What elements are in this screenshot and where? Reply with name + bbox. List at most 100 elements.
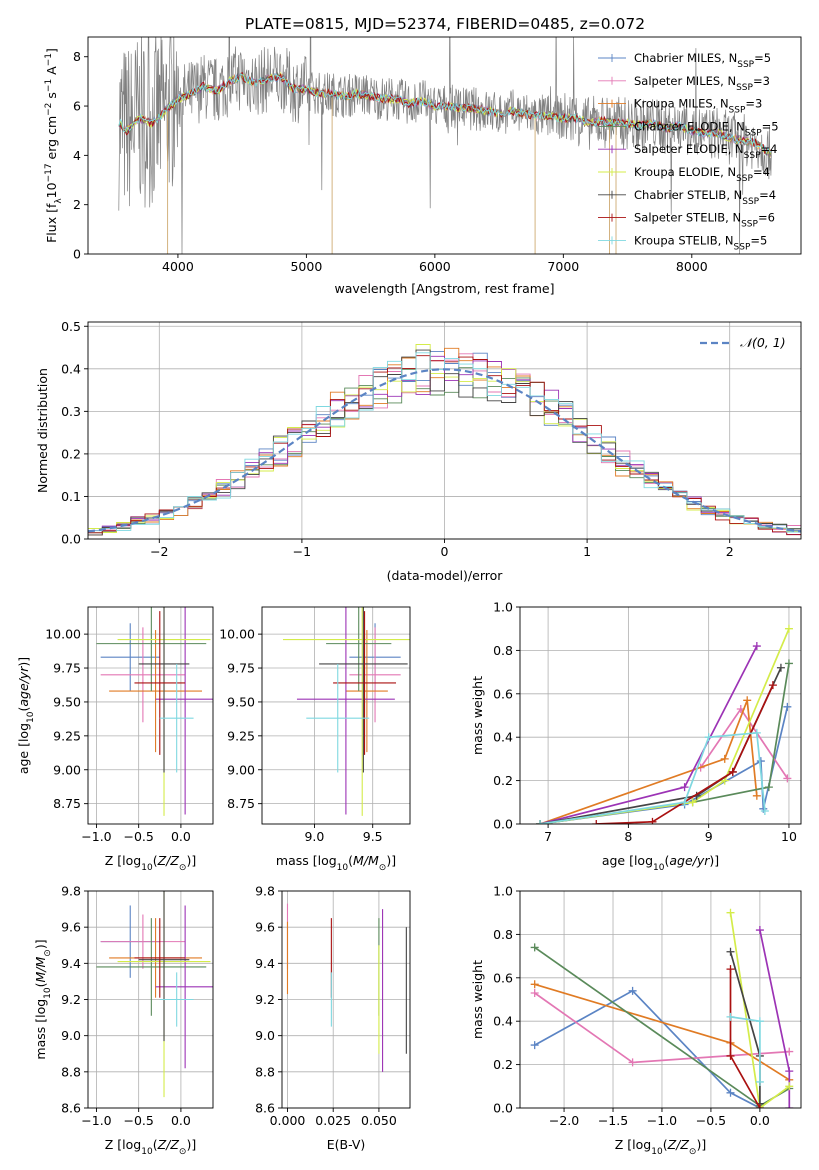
weight-point	[764, 783, 773, 792]
y-tick-label: 8.6	[255, 1101, 275, 1116]
weight-point	[776, 663, 785, 672]
x-tick-label: 4000	[162, 259, 194, 274]
mass_vs_ebv-axes: 0.000 0.025 0.050 8.6 8.8 9.0 9.2 9.4 9.6 9.8 E(B-…	[255, 884, 411, 1152]
x-tick-label: 0	[441, 544, 449, 559]
x-tick-label: 1	[583, 544, 591, 559]
x-tick-label: −1	[293, 544, 311, 559]
weight-point	[628, 1058, 637, 1067]
x-tick-label: −2.0	[549, 1113, 579, 1128]
y-tick-label: 9.50	[227, 694, 255, 709]
weight-point	[784, 624, 793, 633]
y-axis-label: age [log10(age/yr)]	[16, 657, 36, 774]
y-tick-label: 9.00	[227, 762, 255, 777]
weight-point	[743, 696, 752, 705]
figure-title: PLATE=0815, MJD=52374, FIBERID=0485, z=0…	[245, 15, 645, 33]
spectrum-data-line	[118, 37, 772, 254]
y-tick-label: 1.0	[493, 600, 513, 615]
x-tick-label: 8000	[676, 259, 708, 274]
x-tick-label: 0.050	[361, 1113, 397, 1128]
weight-point	[785, 1047, 794, 1056]
legend-label: Kroupa MILES, NSSP=3	[634, 97, 762, 116]
y-tick-label: 9.6	[61, 920, 81, 935]
y-tick-label: 9.2	[61, 992, 81, 1007]
weight-point	[768, 681, 777, 690]
legend: Chabrier MILES, NSSP=5 Salpeter MILES, NS…	[598, 51, 779, 252]
x-axis-label: E(B-V)	[327, 1137, 366, 1152]
weight-series-line	[539, 699, 758, 824]
plot-area	[530, 908, 794, 1108]
legend-label: Salpeter MILES, NSSP=3	[634, 74, 770, 93]
weight-point	[680, 783, 689, 792]
y-tick-label: 9.4	[61, 956, 81, 971]
spectrum-model-line	[118, 72, 772, 154]
legend-label: Chabrier ELODIE, NSSP=5	[634, 119, 779, 138]
y-tick-label: 10.00	[219, 627, 255, 642]
weight-point	[752, 791, 761, 800]
y-tick-label: 10.00	[45, 627, 81, 642]
y-tick-label: 9.75	[53, 661, 81, 676]
weight_vs_Z-axes: −2.0 −1.5 −1.0 −0.5 0.0 0.0 0.2 0.4 0.6 0.8 1.0 mas…	[470, 884, 802, 1157]
x-axis-label: (data-model)/error	[387, 568, 504, 583]
x-tick-label: −0.5	[696, 1113, 726, 1128]
weight-point	[755, 1104, 764, 1108]
weight-series-line	[699, 707, 789, 779]
x-tick-label: 0.0	[171, 1113, 191, 1128]
legend-label: Salpeter STELIB, NSSP=6	[634, 211, 775, 230]
residuals-axes: −2 −1 0 1 2 0.0 0.1 0.2 0.3 0.4 0.5 Normed distribu…	[35, 319, 802, 583]
y-tick-label: 0	[73, 247, 81, 262]
x-axis-label: wavelength [Angstrom, rest frame]	[334, 281, 554, 296]
y-tick-label: 8.75	[53, 796, 81, 811]
weight-point	[688, 798, 697, 807]
x-tick-label: 6000	[419, 259, 451, 274]
y-axis-label: Normed distribution	[35, 368, 50, 493]
spectrum-axes: 4000 5000 6000 7000 8000 0 2 4 6 8 Flux [fλ10−17 e…	[44, 36, 802, 296]
y-tick-label: 0.3	[61, 404, 81, 419]
weight-point	[704, 733, 713, 742]
age_vs_Z-axes: −1.0 −0.5 0.0 8.75 9.00 9.25 9.50 9.75 10.00 Z [l…	[16, 606, 214, 873]
plot-area	[96, 607, 213, 816]
weight-point	[785, 1104, 794, 1108]
weight-point	[680, 798, 689, 807]
weight-point	[760, 806, 769, 815]
y-tick-label: 4	[73, 148, 81, 163]
weight-point	[755, 1017, 764, 1026]
plot-area	[282, 607, 410, 816]
legend: 𝒩(0, 1)	[700, 335, 786, 350]
legend-label: Salpeter ELODIE, NSSP=4	[634, 142, 777, 161]
y-tick-label: 0.0	[493, 1101, 513, 1116]
y-axis-label: mass [log10(M/M⊙)]	[33, 939, 53, 1059]
y-axis-label: mass weight	[470, 960, 485, 1039]
y-tick-label: 9.8	[255, 884, 275, 899]
y-tick-label: 0.0	[493, 817, 513, 832]
plot-area	[536, 624, 793, 824]
x-axis-label: mass [log10(M/M⊙)]	[276, 853, 396, 873]
weight-point	[755, 926, 764, 935]
weight-point	[720, 754, 729, 763]
weight-series-line	[596, 684, 774, 824]
weight-point	[530, 1041, 539, 1050]
weight-point	[785, 1082, 794, 1091]
y-tick-label: 0.6	[493, 686, 513, 701]
plot-area	[286, 903, 407, 1072]
x-tick-label: 5000	[290, 259, 322, 274]
axes-frame	[519, 890, 802, 1109]
axes-frame	[261, 606, 411, 825]
y-tick-label: 0.6	[493, 970, 513, 985]
y-tick-label: 9.4	[255, 956, 275, 971]
y-tick-label: 0.8	[493, 927, 513, 942]
axes-frame	[519, 606, 802, 825]
weight-point	[726, 1051, 735, 1060]
y-tick-label: 8.6	[61, 1101, 81, 1116]
y-tick-label: 9.6	[255, 920, 275, 935]
y-tick-label: 1.0	[493, 884, 513, 899]
legend-label: 𝒩(0, 1)	[740, 335, 786, 350]
x-tick-label: 9.0	[304, 829, 324, 844]
y-axis-label: Flux [fλ10−17 erg cm−2 s−1 A−1]	[44, 48, 64, 243]
y-tick-label: 8	[73, 49, 81, 64]
y-tick-label: 0.2	[493, 1057, 513, 1072]
legend-label: Chabrier MILES, NSSP=5	[634, 51, 771, 70]
y-tick-label: 9.0	[61, 1028, 81, 1043]
weight-point	[726, 1012, 735, 1021]
mass_vs_Z-axes: −1.0 −0.5 0.0 8.6 8.8 9.0 9.2 9.4 9.6 9.8 Z [log10…	[33, 884, 214, 1157]
normal-curve	[88, 368, 801, 533]
